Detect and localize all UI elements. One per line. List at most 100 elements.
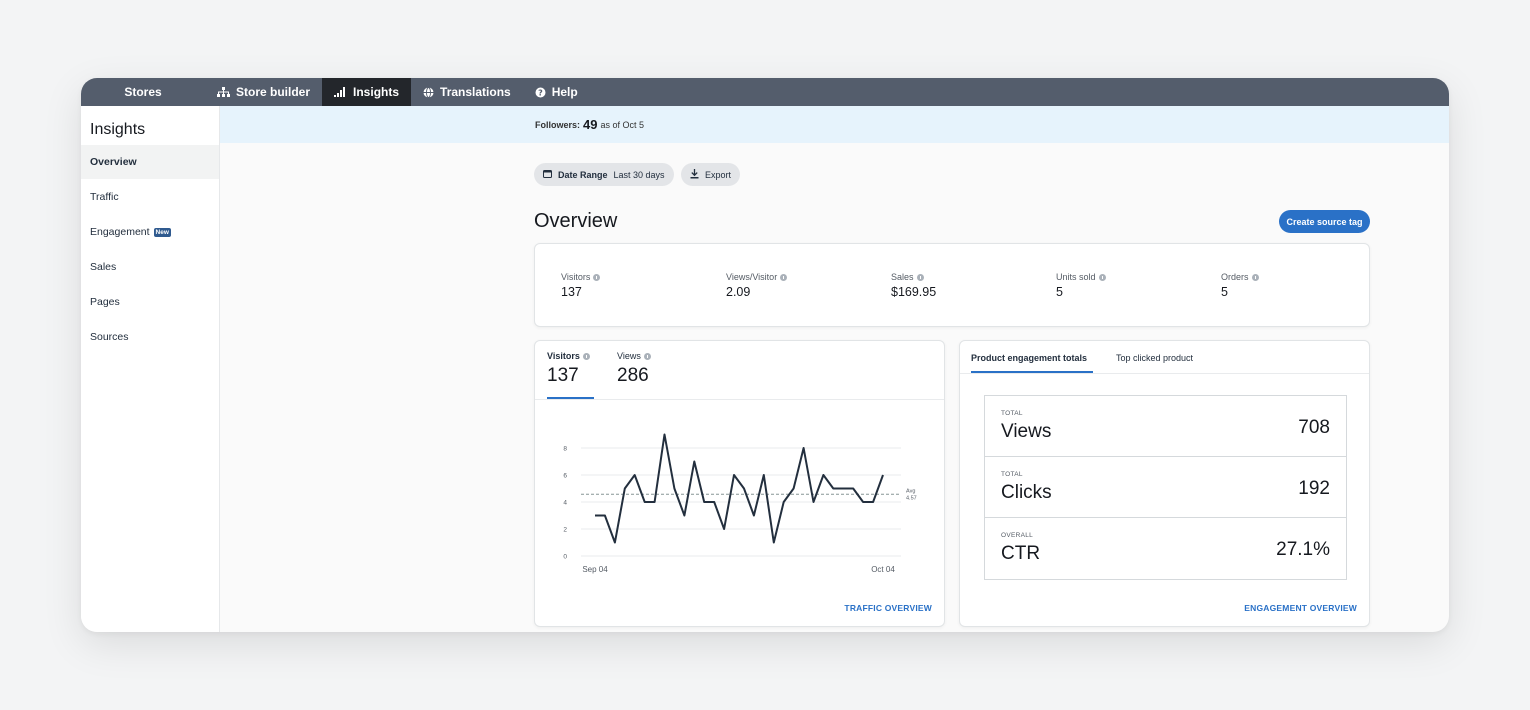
y-tick-label: 2 [563, 527, 567, 534]
metric-label: Visitors [561, 272, 591, 282]
date-range-value: Last 30 days [613, 169, 665, 180]
engagement-overview-link[interactable]: ENGAGEMENT OVERVIEW [1244, 603, 1357, 613]
stat-ctr: OVERALL CTR 27.1% [985, 518, 1346, 579]
tab-product-engagement-totals[interactable]: Product engagement totals [971, 353, 1088, 363]
nav-store-builder-label: Store builder [236, 85, 311, 99]
stat-caption: TOTAL [1001, 471, 1023, 478]
y-tick-label: 6 [563, 473, 567, 480]
export-button[interactable]: Export [681, 163, 741, 186]
metric-value: 5 [1221, 285, 1228, 299]
create-source-tag-button[interactable]: Create source tag [1279, 210, 1370, 233]
metric-value: 137 [561, 285, 582, 299]
tab-label: Views [617, 351, 641, 361]
nav-translations-label: Translations [440, 85, 511, 99]
nav-translations[interactable]: Translations [411, 78, 523, 106]
metric-orders: Orders 5 [1221, 272, 1259, 299]
svg-text:?: ? [538, 88, 543, 97]
traffic-overview-link[interactable]: TRAFFIC OVERVIEW [844, 603, 932, 613]
page-title: Overview [534, 210, 618, 232]
y-tick-label: 4 [563, 500, 567, 507]
stat-views: TOTAL Views 708 [985, 396, 1346, 457]
top-nav: Stores Store builder Insights Translatio… [81, 78, 1449, 106]
stat-caption: OVERALL [1001, 532, 1034, 539]
info-icon[interactable] [582, 352, 590, 360]
followers-suffix: as of Oct 5 [600, 119, 645, 130]
sidebar-item-sources[interactable]: Sources [81, 320, 219, 354]
metrics-card: Visitors 137 Views/Visitor 2.09 Sales $1… [534, 243, 1370, 327]
metric-label: Views/Visitor [726, 272, 778, 282]
engagement-card: Product engagement totals Top clicked pr… [959, 340, 1370, 627]
app-window: Stores Store builder Insights Translatio… [81, 78, 1449, 632]
download-icon [690, 168, 699, 181]
tab-views[interactable]: Views 286 [617, 351, 651, 387]
sidebar-item-pages[interactable]: Pages [81, 285, 219, 319]
info-icon[interactable] [916, 273, 924, 281]
sidebar-item-label: Traffic [90, 191, 119, 203]
nav-insights-label: Insights [353, 85, 400, 99]
sidebar-item-overview[interactable]: Overview [81, 145, 219, 179]
new-badge: New [153, 227, 171, 237]
sidebar-item-traffic[interactable]: Traffic [81, 180, 219, 214]
metric-value: 5 [1056, 285, 1063, 299]
tab-label: Visitors [547, 351, 580, 361]
sidebar-item-label: Sales [90, 261, 117, 273]
info-icon[interactable] [780, 273, 788, 281]
metric-sales: Sales $169.95 [891, 272, 936, 299]
nav-store-builder[interactable]: Store builder [205, 78, 322, 106]
info-icon[interactable] [643, 352, 651, 360]
info-icon[interactable] [1098, 273, 1106, 281]
metric-label: Orders [1221, 272, 1249, 282]
sidebar-item-label: Engagement [90, 226, 150, 238]
sitemap-icon [217, 86, 230, 98]
date-range-button[interactable]: Date Range Last 30 days [534, 163, 674, 186]
followers-banner: Followers: 49 as of Oct 5 [220, 106, 1449, 143]
average-value: 4.57 [906, 495, 917, 501]
stat-value: 27.1% [1276, 539, 1330, 560]
sidebar-item-engagement[interactable]: Engagement New [81, 215, 219, 249]
stat-name: Views [1001, 421, 1052, 442]
tab-value: 137 [547, 365, 579, 386]
stat-value: 708 [1298, 417, 1330, 438]
sidebar-item-label: Overview [90, 156, 137, 168]
help-circle-icon: ? [535, 87, 546, 98]
metric-value: 2.09 [726, 285, 751, 299]
nav-help[interactable]: ? Help [523, 78, 590, 106]
stat-caption: TOTAL [1001, 410, 1023, 417]
tab-visitors[interactable]: Visitors 137 [547, 351, 590, 387]
tab-indicator [971, 371, 1093, 373]
stat-clicks: TOTAL Clicks 192 [985, 457, 1346, 518]
y-tick-label: 0 [563, 554, 567, 561]
visitors-series-line [595, 433, 884, 544]
x-tick-label: Sep 04 [582, 565, 608, 574]
tab-indicator [547, 397, 594, 399]
sidebar-item-label: Sources [90, 331, 129, 343]
nav-stores-label: Stores [124, 85, 162, 99]
divider [535, 399, 944, 400]
metric-value: $169.95 [891, 285, 937, 299]
info-icon[interactable] [593, 273, 601, 281]
nav-stores[interactable]: Stores [81, 78, 205, 106]
stat-name: CTR [1001, 543, 1041, 564]
engagement-stats-table: TOTAL Views 708 TOTAL Clicks 192 OVERALL… [984, 395, 1347, 580]
globe-icon [423, 86, 434, 98]
metric-label: Sales [891, 272, 914, 282]
date-range-label: Date Range [558, 169, 608, 180]
tab-top-clicked-product[interactable]: Top clicked product [1116, 353, 1194, 363]
x-tick-label: Oct 04 [871, 565, 895, 574]
sidebar-item-sales[interactable]: Sales [81, 250, 219, 284]
traffic-card: Visitors 137 Views 286 0 2 4 6 8 Avg 4.57 Sep 0… [534, 340, 945, 627]
sidebar: Insights Overview Traffic Engagement New… [81, 106, 220, 632]
info-icon[interactable] [1251, 273, 1259, 281]
export-label: Export [705, 169, 732, 180]
stat-name: Clicks [1001, 482, 1052, 503]
y-tick-label: 8 [563, 446, 567, 453]
metric-label: Units sold [1056, 272, 1096, 282]
divider [960, 373, 1369, 374]
nav-insights[interactable]: Insights [322, 78, 412, 106]
metric-views-per-visitor: Views/Visitor 2.09 [726, 272, 788, 299]
calendar-icon [543, 169, 552, 180]
stat-value: 192 [1298, 478, 1330, 499]
bar-signal-icon [334, 87, 347, 97]
sidebar-title: Insights [90, 121, 146, 138]
